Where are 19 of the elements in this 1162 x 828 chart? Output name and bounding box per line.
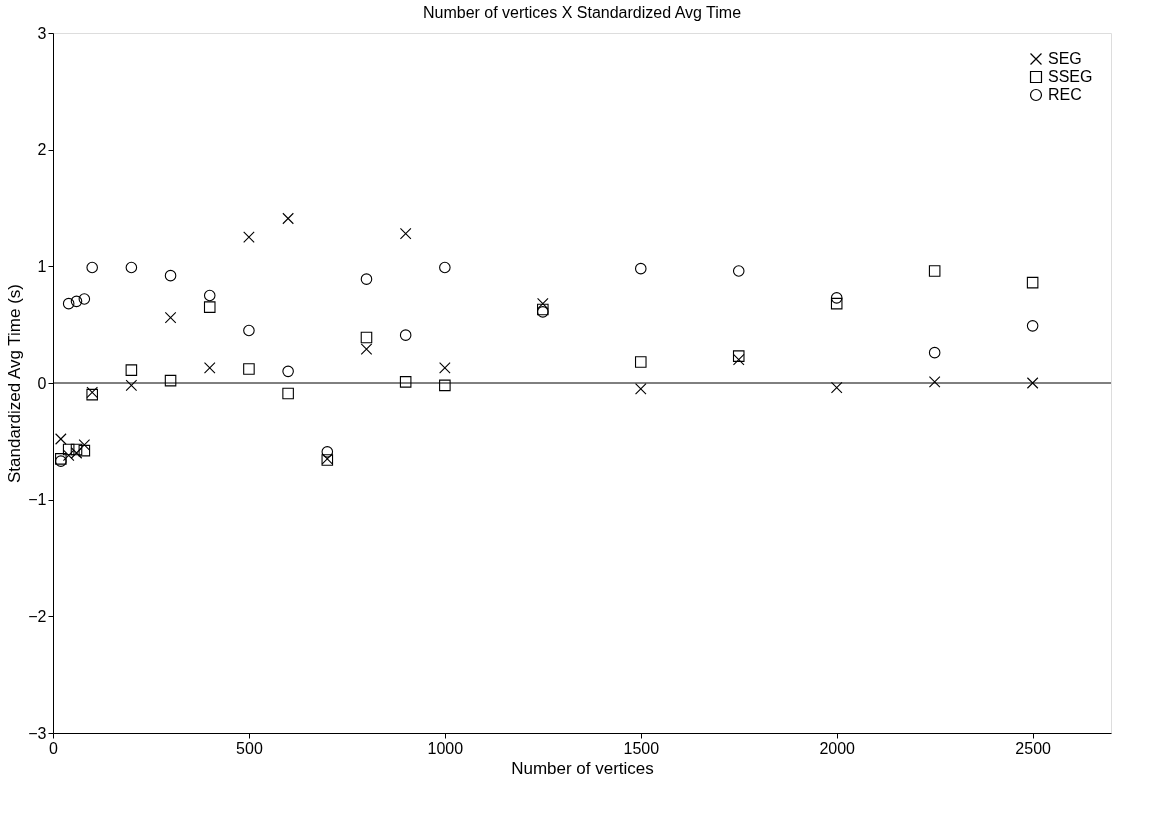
y-axis-title: Standardized Avg Time (s) [5, 283, 25, 484]
y-tick-label: 1 [37, 257, 47, 275]
y-tick-label: 2 [37, 141, 47, 159]
x-axis-title: Number of vertices [511, 758, 654, 778]
y-tick-label: −3 [28, 724, 47, 742]
x-tick-label: 1500 [623, 739, 660, 757]
legend-label: SEG [1048, 50, 1082, 67]
y-tick-label: −2 [28, 607, 47, 625]
y-tick-label: 0 [37, 374, 47, 392]
chart-title: Number of vertices X Standardized Avg Time [422, 4, 742, 21]
x-tick-label: 1000 [427, 739, 464, 757]
x-tick-label: 0 [49, 739, 59, 757]
x-tick-label: 2500 [1015, 739, 1052, 757]
legend-label: SSEG [1048, 68, 1093, 85]
x-tick-label: 2000 [819, 739, 856, 757]
legend-label: REC [1048, 86, 1082, 103]
x-tick-label: 500 [236, 739, 263, 757]
y-tick-label: −1 [28, 491, 47, 509]
y-tick-label: 3 [37, 24, 47, 42]
